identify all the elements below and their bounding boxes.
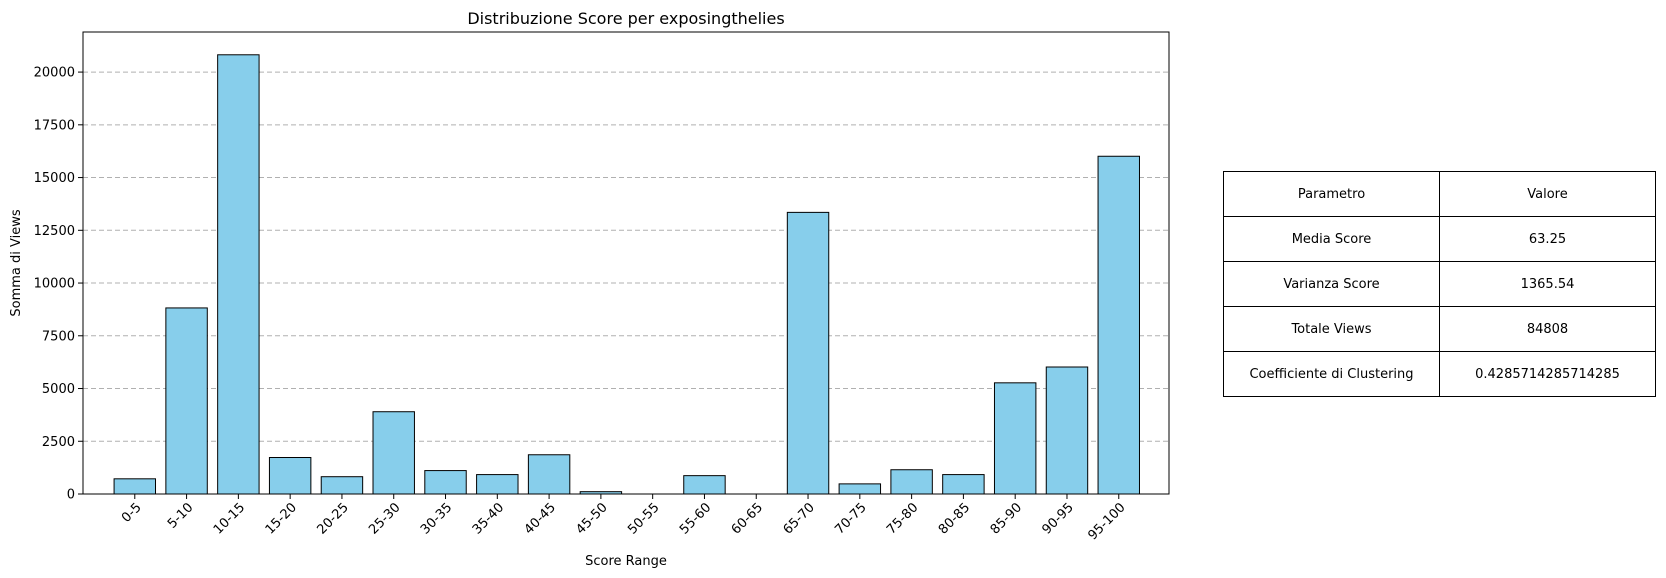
bar [372, 411, 415, 495]
bar [838, 483, 882, 495]
bar [476, 474, 519, 495]
plot-area-frame [82, 31, 1170, 495]
table-row: Coefficiente di Clustering 0.42857142857… [1223, 351, 1656, 397]
table-row: Varianza Score 1365.54 [1223, 261, 1656, 307]
x-tick-label: 5-10 [165, 500, 196, 531]
table-cell-param: Media Score [1223, 216, 1440, 262]
x-tick-label: 10-15 [211, 500, 248, 537]
x-tick-label: 95-100 [1085, 500, 1128, 543]
y-tick-label: 17500 [34, 118, 75, 133]
y-axis-label: Somma di Views [9, 209, 24, 316]
bar [786, 211, 830, 495]
y-tick-label: 5000 [42, 382, 75, 397]
stats-table: Parametro Valore Media Score 63.25 Varia… [1223, 171, 1656, 397]
x-tick-label: 70-75 [832, 500, 869, 537]
x-tick-label: 65-70 [781, 500, 818, 537]
bar [993, 382, 1037, 495]
y-tick-label: 15000 [34, 171, 75, 186]
bar [268, 457, 312, 495]
bar [1097, 155, 1140, 495]
bar [942, 474, 985, 495]
x-tick-label: 45-50 [573, 500, 610, 537]
bar [113, 478, 157, 495]
x-tick-label: 50-55 [625, 500, 662, 537]
bar [683, 475, 726, 495]
x-tick-label: 85-90 [988, 500, 1025, 537]
table-header-row: Parametro Valore [1223, 171, 1656, 217]
table-cell-value: 1365.54 [1439, 261, 1656, 307]
x-tick-label: 35-40 [470, 500, 507, 537]
y-tick-label: 10000 [34, 277, 75, 292]
bar [890, 469, 933, 495]
table-cell-value: 84808 [1439, 306, 1656, 352]
bar [217, 54, 260, 495]
x-axis-label: Score Range [585, 554, 667, 569]
bars [113, 54, 1140, 495]
bar [165, 307, 208, 495]
table-cell-param: Coefficiente di Clustering [1223, 351, 1440, 397]
x-axis-ticks: 0-5 5-10 10-15 15-20 20-25 25-30 30-35 35-40 40-… [119, 494, 1129, 543]
bar [320, 476, 364, 495]
gridlines [83, 71, 1169, 442]
y-tick-label: 2500 [42, 435, 75, 450]
table-cell-param: Varianza Score [1223, 261, 1440, 307]
table-row: Media Score 63.25 [1223, 216, 1656, 262]
table-cell-value: 63.25 [1439, 216, 1656, 262]
x-tick-label: 30-35 [418, 500, 455, 537]
x-tick-label: 55-60 [677, 500, 714, 537]
x-tick-label: 80-85 [936, 500, 973, 537]
x-tick-label: 60-65 [729, 500, 766, 537]
y-tick-label: 12500 [34, 224, 75, 239]
y-tick-label: 7500 [42, 329, 75, 344]
table-row: Totale Views 84808 [1223, 306, 1656, 352]
x-tick-label: 90-95 [1039, 500, 1076, 537]
y-axis-ticks: 0 2500 5000 7500 10000 12500 15000 17500 20000 [34, 66, 83, 503]
chart-title: Distribuzione Score per exposingthelies [467, 9, 784, 28]
y-tick-label: 20000 [34, 66, 75, 81]
x-tick-label: 0-5 [119, 500, 145, 526]
bar [424, 470, 467, 495]
table-header-cell: Valore [1439, 171, 1656, 217]
bar [1045, 366, 1089, 495]
x-tick-label: 20-25 [314, 500, 351, 537]
table-cell-value: 0.4285714285714285 [1439, 351, 1656, 397]
table-header-cell: Parametro [1223, 171, 1440, 217]
x-tick-label: 15-20 [263, 500, 300, 537]
x-tick-label: 75-80 [884, 500, 921, 537]
table-cell-param: Totale Views [1223, 306, 1440, 352]
x-tick-label: 25-30 [366, 500, 403, 537]
bar [527, 454, 571, 495]
y-tick-label: 0 [67, 488, 75, 503]
x-tick-label: 40-45 [522, 500, 559, 537]
